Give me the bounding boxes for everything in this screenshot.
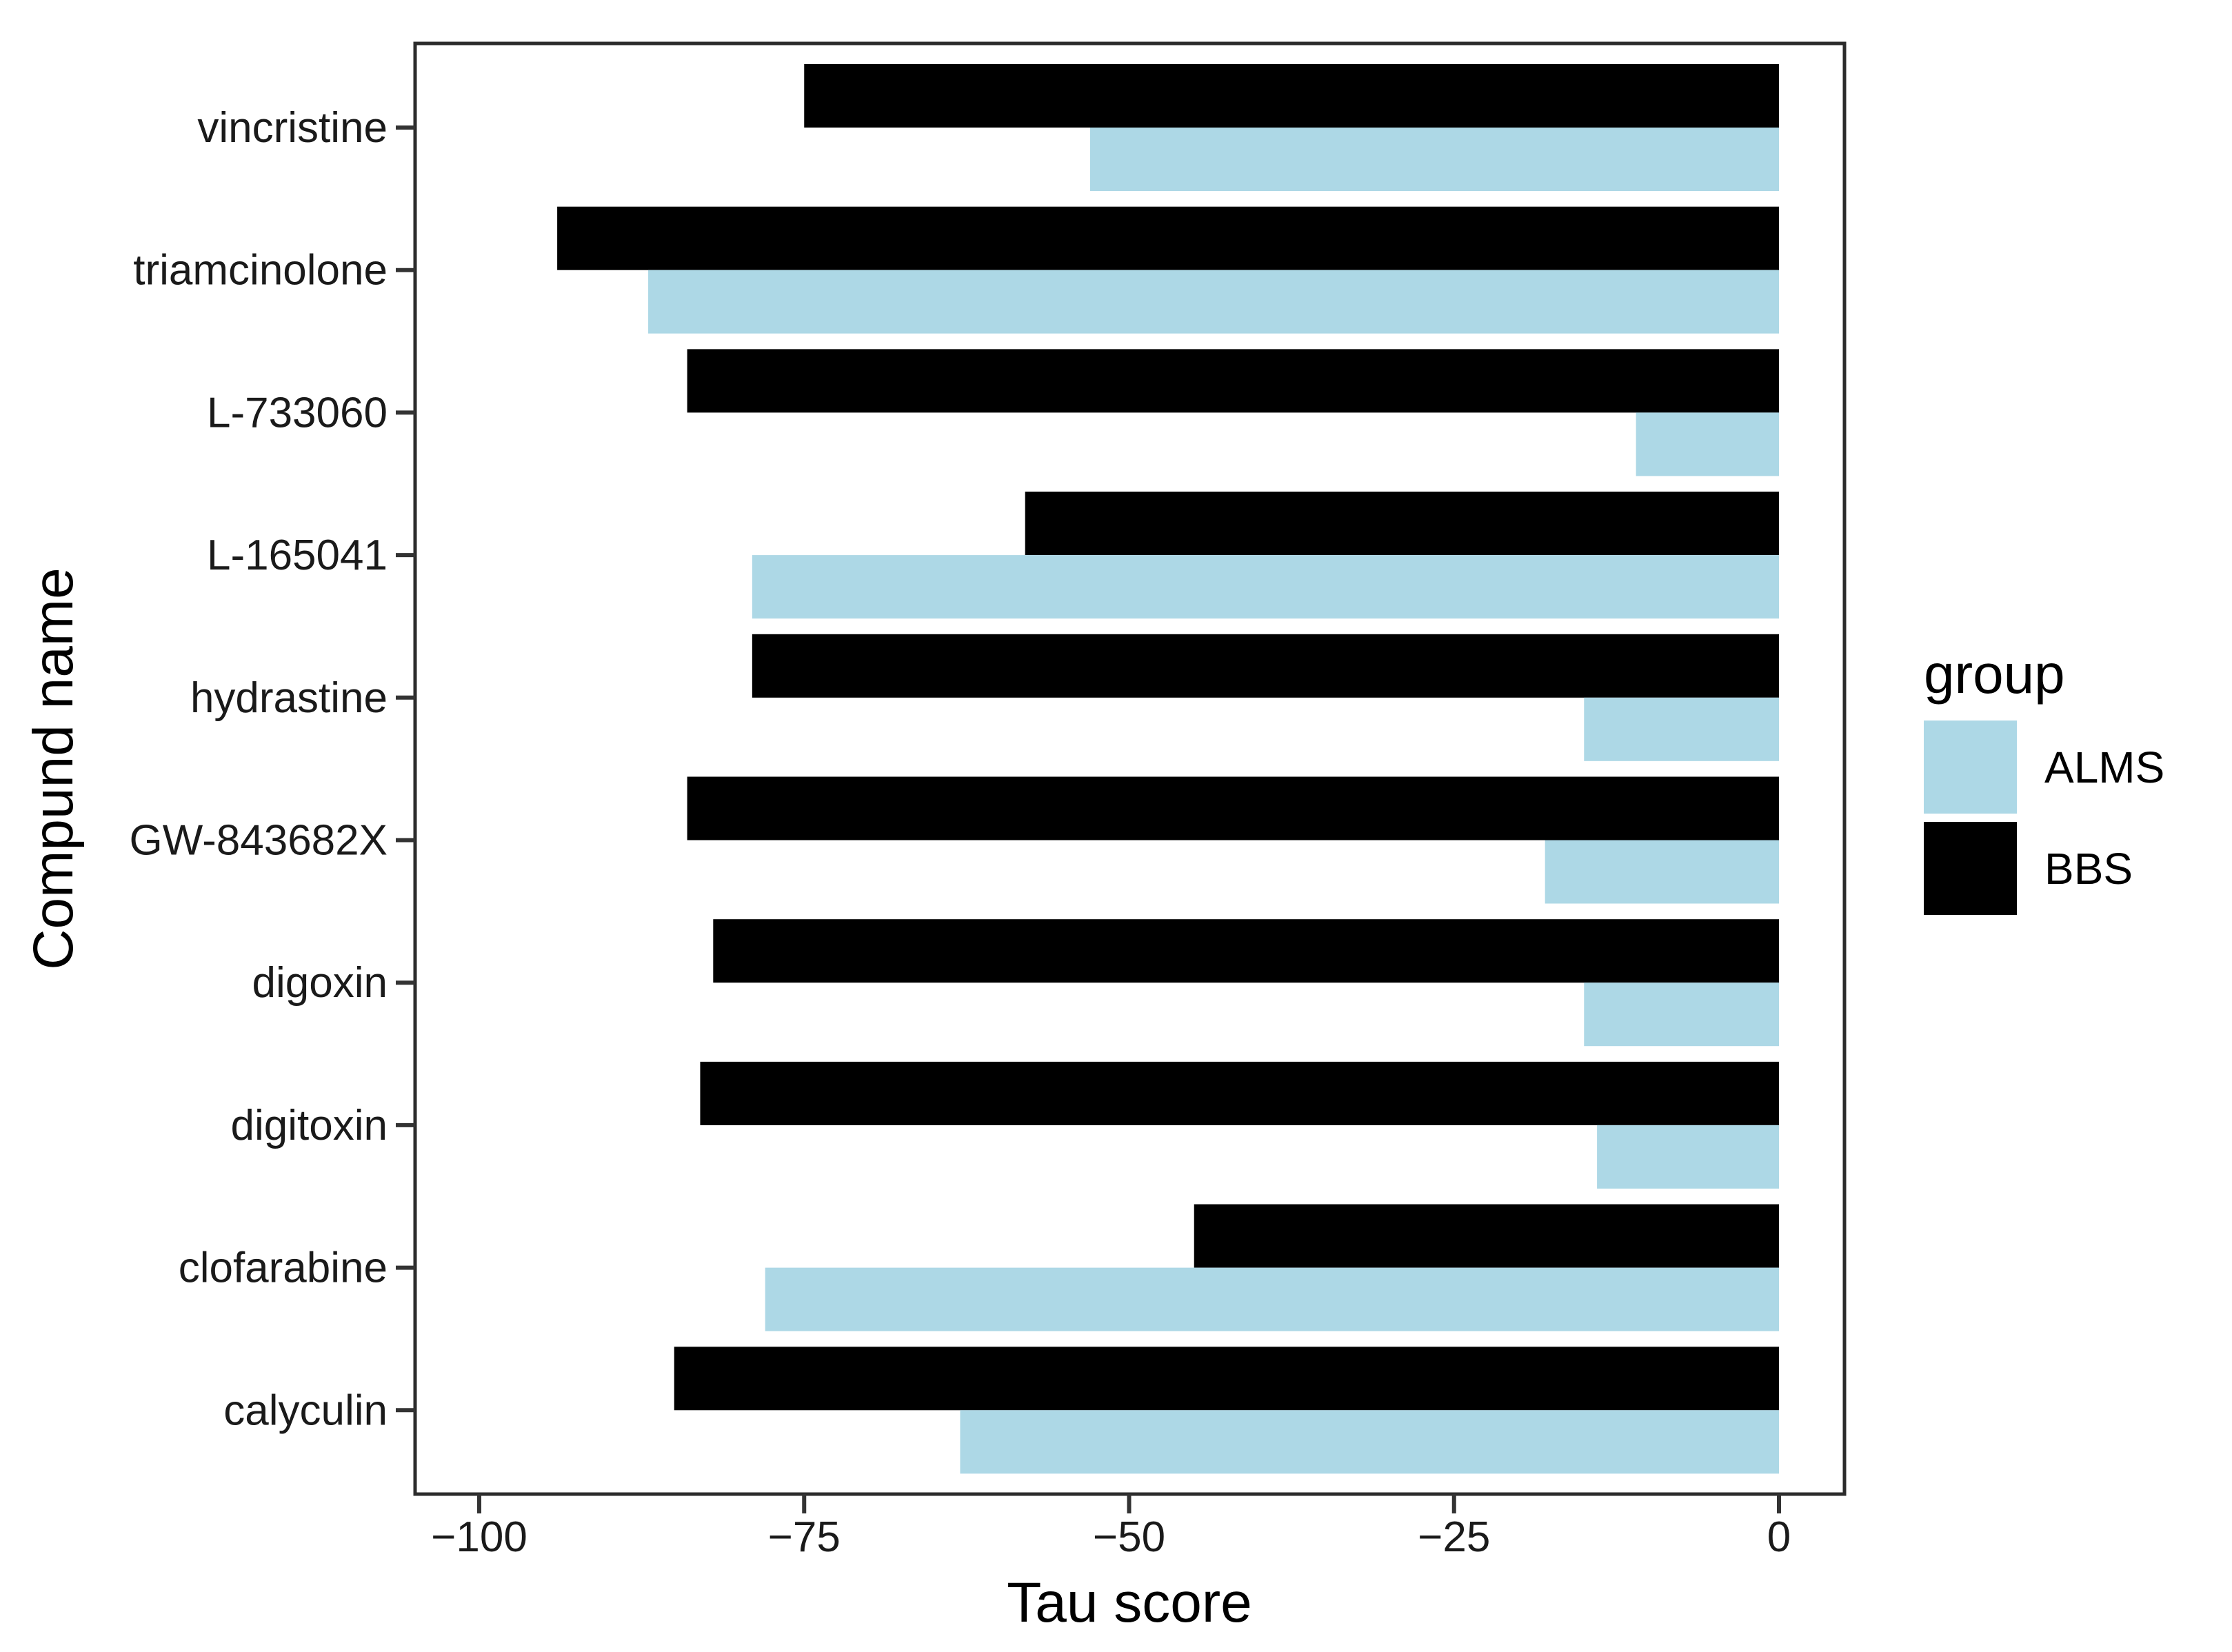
bar-bbs-digitoxin (700, 1061, 1780, 1125)
legend-label-alms: ALMS (2044, 743, 2164, 792)
legend-title: group (1924, 643, 2065, 705)
bar-alms-calyculin (960, 1410, 1779, 1474)
bars-group (557, 64, 1780, 1474)
bar-bbs-calyculin (674, 1347, 1779, 1411)
legend-key-alms (1924, 721, 2017, 814)
bar-alms-L-733060 (1636, 412, 1779, 476)
y-tick-label: digitoxin (231, 1102, 388, 1149)
y-axis: vincristine triamcinolone L-733060 L-165041… (129, 104, 415, 1434)
bar-bbs-GW-843682X (687, 776, 1779, 840)
bar-alms-L-165041 (752, 555, 1779, 619)
x-axis-title: Tau score (1007, 1571, 1252, 1634)
y-tick-label: calyculin (223, 1387, 388, 1434)
bar-alms-triamcinolone (648, 270, 1779, 334)
bar-alms-vincristine (1089, 128, 1779, 191)
y-tick-label: L-733060 (207, 389, 388, 436)
bar-alms-hydrastine (1584, 697, 1779, 761)
bar-alms-digoxin (1584, 983, 1779, 1047)
legend-label-bbs: BBS (2044, 844, 2133, 894)
legend: group ALMS BBS (1924, 643, 2164, 915)
y-axis-title: Compund name (22, 567, 85, 969)
x-tick-label: −75 (768, 1513, 841, 1561)
bar-bbs-digoxin (713, 919, 1779, 983)
x-tick-label: 0 (1767, 1513, 1791, 1561)
bar-bbs-vincristine (804, 64, 1779, 128)
bar-alms-digitoxin (1597, 1125, 1779, 1189)
y-tick-label: L-165041 (207, 532, 388, 579)
x-tick-label: −100 (431, 1513, 527, 1561)
bar-bbs-triamcinolone (557, 206, 1779, 270)
bar-bbs-L-165041 (1025, 492, 1779, 556)
x-tick-label: −25 (1418, 1513, 1490, 1561)
bar-alms-GW-843682X (1545, 840, 1779, 904)
legend-key-bbs (1924, 822, 2017, 915)
y-tick-label: vincristine (197, 104, 388, 152)
x-tick-label: −50 (1093, 1513, 1165, 1561)
bar-bbs-hydrastine (752, 634, 1779, 698)
y-tick-label: clofarabine (179, 1245, 388, 1292)
y-tick-label: GW-843682X (129, 817, 388, 865)
y-tick-label: triamcinolone (133, 247, 388, 294)
bar-alms-clofarabine (765, 1267, 1779, 1331)
x-axis: −100 −75 −50 −25 0 (431, 1494, 1791, 1561)
bar-bbs-L-733060 (687, 349, 1779, 413)
y-tick-label: digoxin (252, 959, 388, 1007)
bar-bbs-clofarabine (1194, 1204, 1779, 1268)
y-tick-label: hydrastine (190, 674, 388, 722)
